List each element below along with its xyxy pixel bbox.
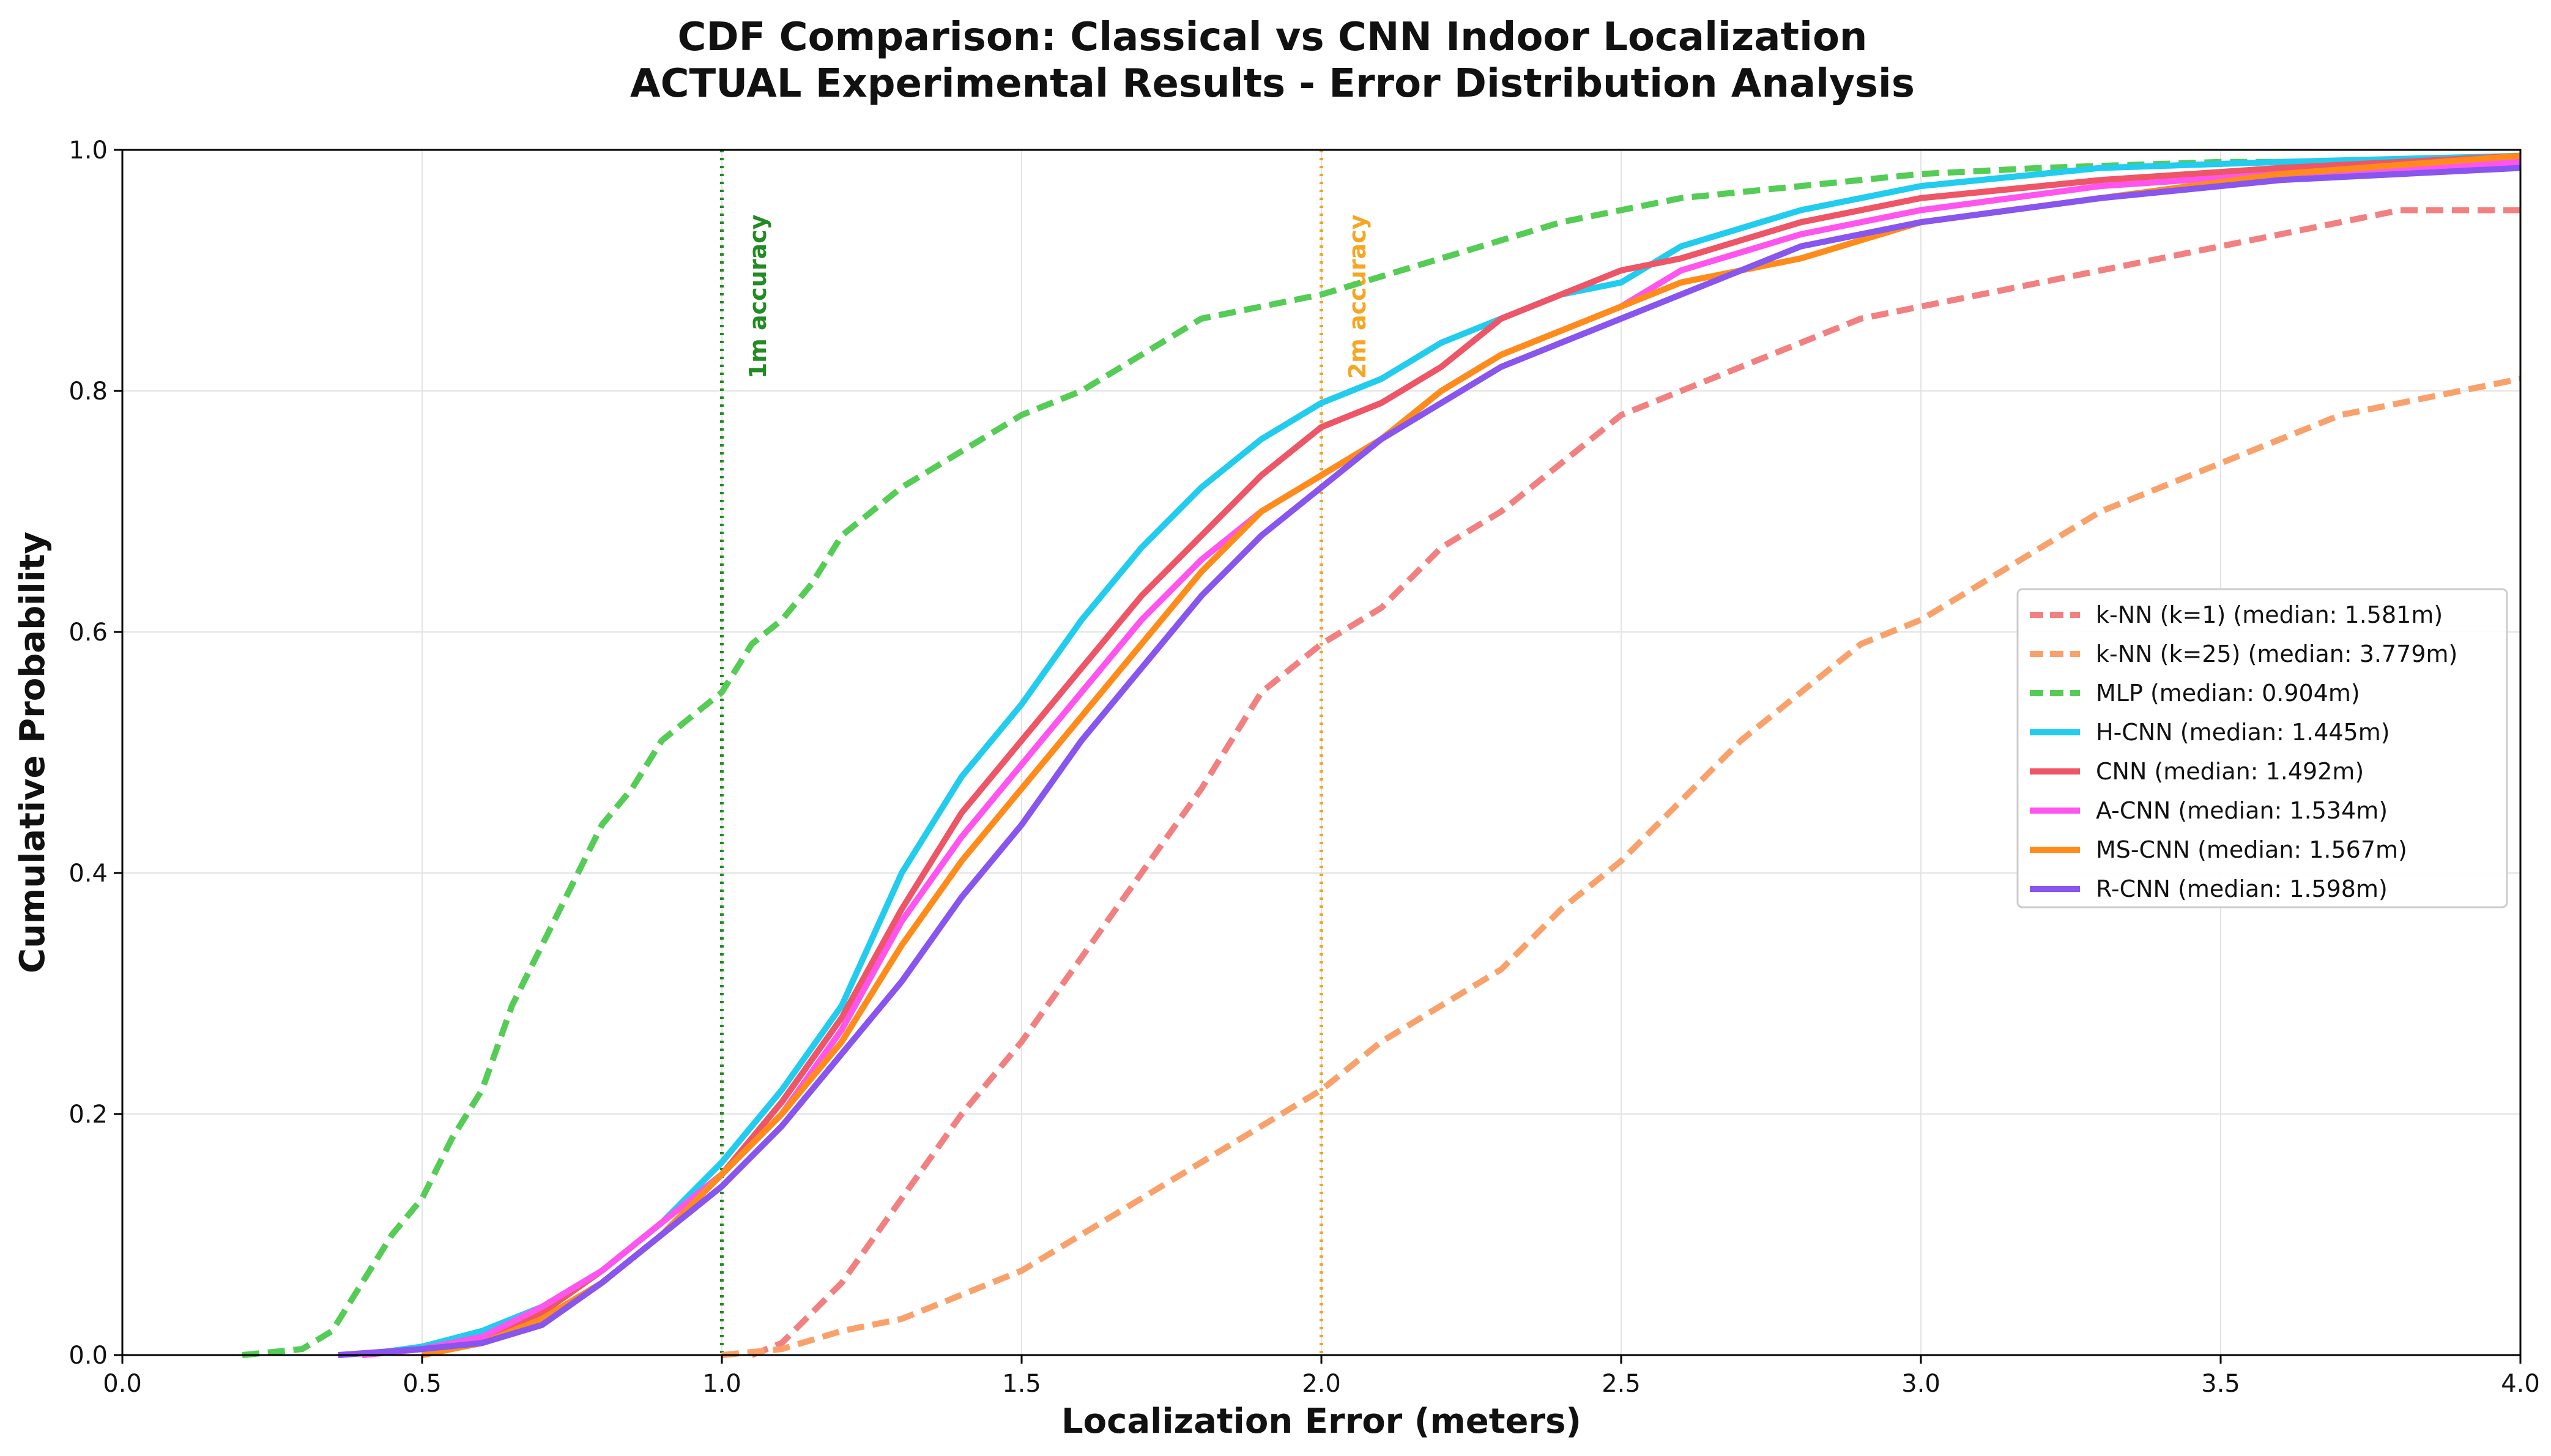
legend-label: A-CNN (median: 1.534m) [2096, 797, 2388, 824]
series-line [338, 165, 2521, 1358]
legend-box [2016, 588, 2508, 908]
series-line [721, 376, 2521, 1358]
y-tick-label: 0.6 [69, 618, 108, 647]
reference-lines: 1m accuracy 2m accuracy [720, 150, 1371, 1355]
x-tick-label: 0.0 [103, 1370, 142, 1398]
legend-label: MS-CNN (median: 1.567m) [2096, 836, 2407, 863]
series-lines [242, 152, 2521, 1358]
y-tick-label: 0.8 [69, 377, 108, 406]
y-tick-label: 1.0 [69, 136, 108, 165]
x-axis-ticks: 0.0 0.5 1.0 1.5 2.0 2.5 3.0 3.5 4.0 [103, 1355, 2540, 1398]
x-tick-label: 4.0 [2501, 1370, 2540, 1398]
x-tick-label: 2.5 [1602, 1370, 1641, 1398]
x-tick-label: 1.0 [702, 1370, 741, 1398]
x-tick-label: 0.5 [403, 1370, 442, 1398]
legend-label: CNN (median: 1.492m) [2096, 758, 2364, 785]
x-tick-label: 2.0 [1302, 1370, 1341, 1398]
y-tick-label: 0.0 [69, 1342, 108, 1370]
legend: k-NN (k=1) (median: 1.581m) k-NN (k=25) (… [2016, 588, 2508, 908]
legend-label: R-CNN (median: 1.598m) [2096, 875, 2388, 902]
series-line [362, 158, 2521, 1358]
x-axis-label: Localization Error (meters) [1061, 1402, 1581, 1441]
y-axis-label: Cumulative Probability [13, 532, 53, 973]
series-line [421, 152, 2521, 1358]
y-axis-ticks: 0.0 0.2 0.4 0.6 0.8 1.0 [69, 136, 122, 1370]
x-tick-label: 3.5 [2201, 1370, 2240, 1398]
chart-subtitle: ACTUAL Experimental Results - Error Dist… [630, 61, 1915, 106]
x-tick-label: 3.0 [1901, 1370, 1940, 1398]
y-tick-label: 0.4 [69, 860, 108, 888]
legend-label: k-NN (k=1) (median: 1.581m) [2096, 601, 2443, 628]
series-line [751, 207, 2520, 1358]
y-tick-label: 0.2 [69, 1101, 108, 1129]
legend-label: H-CNN (median: 1.445m) [2096, 719, 2390, 746]
legend-label: MLP (median: 0.904m) [2096, 680, 2360, 707]
legend-label: k-NN (k=25) (median: 3.779m) [2096, 641, 2457, 667]
chart-title: CDF Comparison: Classical vs CNN Indoor … [678, 15, 1868, 60]
x-tick-label: 1.5 [1002, 1370, 1041, 1398]
reference-line-label: 1m accuracy [745, 214, 771, 379]
reference-line-label: 2m accuracy [1344, 214, 1371, 379]
